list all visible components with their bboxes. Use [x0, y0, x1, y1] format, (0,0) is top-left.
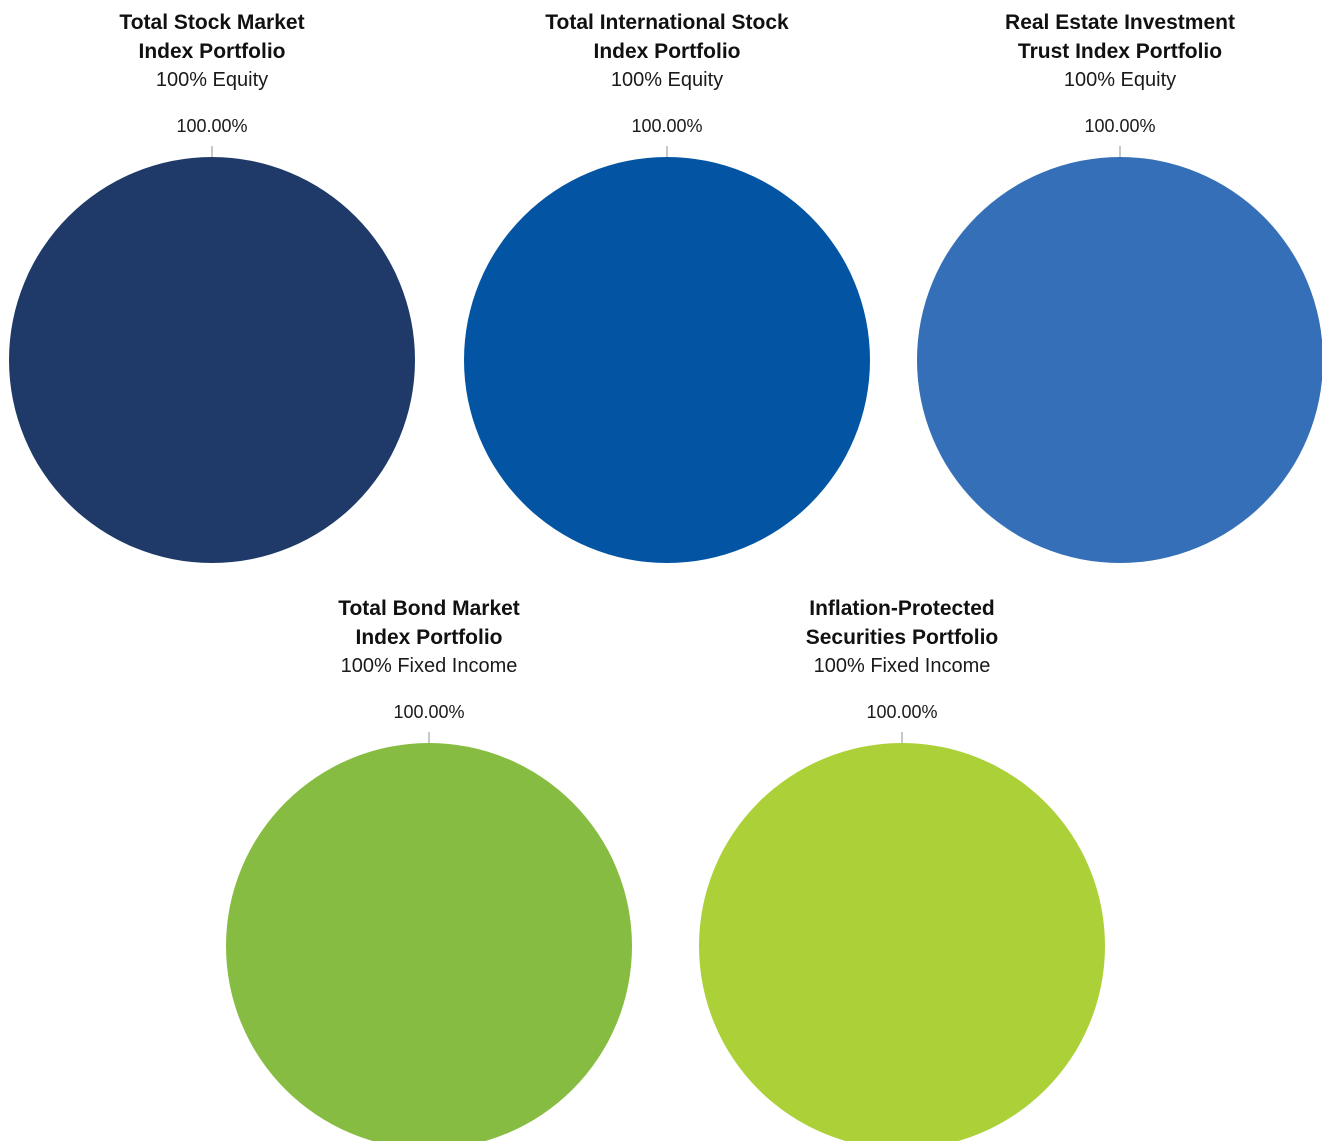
pie-title-line-1: Total Bond Market [338, 597, 520, 620]
pie-title-line-2: Index Portfolio [138, 40, 286, 63]
pie-chart: 100.00% [464, 116, 870, 563]
pie-chart: 100.00% [699, 702, 1105, 1141]
pie-slice [699, 743, 1105, 1141]
pie-title-line-1: Total Stock Market [119, 11, 305, 34]
slice-percent-label: 100.00% [1084, 116, 1155, 136]
slice-percent-label: 100.00% [631, 116, 702, 136]
pie-title-line-2: Index Portfolio [593, 40, 741, 63]
pie-subtitle: 100% Fixed Income [813, 655, 991, 677]
pie-panel-inflation-protected-securities: Inflation-Protected Securities Portfolio… [692, 586, 1112, 1141]
pie-panel-total-international-stock: Total International Stock Index Portfoli… [457, 0, 877, 565]
pie-subtitle: 100% Equity [155, 69, 269, 91]
pie-slice [9, 157, 415, 563]
slice-percent-label: 100.00% [393, 702, 464, 722]
slice-percent-label: 100.00% [866, 702, 937, 722]
pie-slice [917, 157, 1322, 563]
pie-title-line-2: Trust Index Portfolio [1017, 40, 1223, 63]
pie-slice [464, 157, 870, 563]
pie-slice [226, 743, 632, 1141]
pie-panel-real-estate-investment-trust: Real Estate Investment Trust Index Portf… [910, 0, 1322, 565]
pie-title-line-1: Total International Stock [545, 11, 789, 34]
pie-chart: 100.00% [917, 116, 1322, 563]
pie-panel-total-stock-market: Total Stock Market Index Portfolio 100% … [2, 0, 422, 565]
slice-percent-label: 100.00% [176, 116, 247, 136]
pie-subtitle: 100% Equity [1063, 69, 1177, 91]
pie-subtitle: 100% Equity [610, 69, 724, 91]
pie-title-line-1: Inflation-Protected [809, 597, 995, 620]
pie-chart: 100.00% [9, 116, 415, 563]
pie-title-line-1: Real Estate Investment [1005, 11, 1235, 34]
pie-title-line-2: Securities Portfolio [805, 626, 999, 649]
pie-panel-total-bond-market: Total Bond Market Index Portfolio 100% F… [219, 586, 639, 1141]
pie-subtitle: 100% Fixed Income [340, 655, 518, 677]
pie-title-line-2: Index Portfolio [355, 626, 503, 649]
pie-chart: 100.00% [226, 702, 632, 1141]
